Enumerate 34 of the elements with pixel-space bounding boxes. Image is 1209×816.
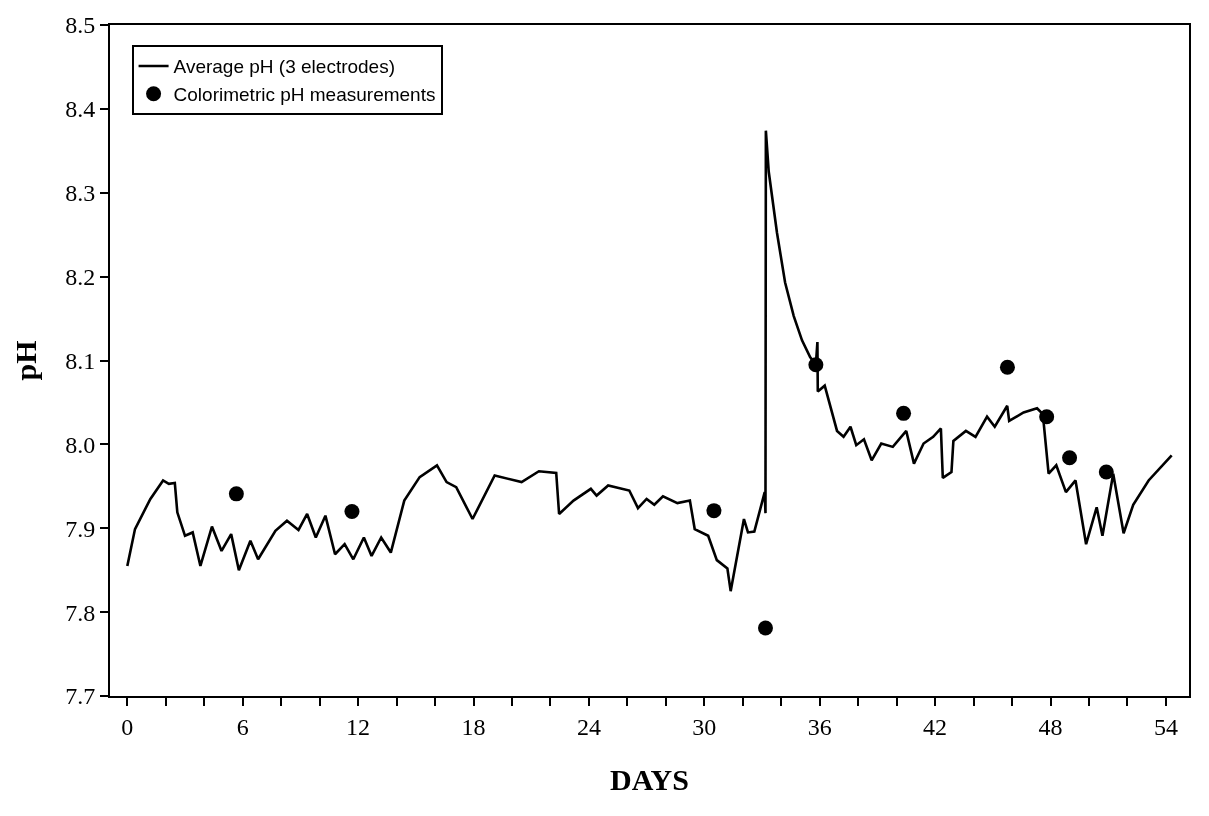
x-tick-label: 42: [923, 713, 948, 740]
y-tick-label: 8.1: [65, 347, 96, 374]
x-tick-label: 48: [1038, 713, 1063, 740]
x-tick-label: 0: [121, 713, 134, 740]
x-tick-label: 30: [692, 713, 717, 740]
x-tick-label: 18: [461, 713, 486, 740]
point: [228, 486, 244, 502]
x-tick-label: 6: [236, 713, 249, 740]
y-tick-label: 8.0: [65, 431, 96, 458]
y-tick-label: 8.4: [65, 96, 96, 123]
point: [1039, 409, 1055, 425]
x-tick-label: 24: [576, 713, 601, 740]
point: [757, 620, 773, 636]
y-tick-label: 8.2: [65, 264, 96, 291]
x-tick-label: 12: [346, 713, 371, 740]
y-tick-label: 7.8: [65, 599, 96, 626]
y-tick-label: 7.9: [65, 515, 96, 542]
point: [1062, 450, 1078, 466]
point: [999, 359, 1015, 375]
y-tick-label: 8.3: [65, 180, 96, 207]
x-tick-label: 54: [1153, 713, 1178, 740]
point: [706, 503, 722, 519]
point: [896, 405, 912, 421]
y-tick-label: 7.7: [65, 683, 96, 710]
x-tick-label: 36: [807, 713, 832, 740]
point: [344, 503, 360, 519]
point: [1098, 464, 1114, 480]
y-axis-title: pH: [8, 340, 42, 381]
point: [808, 357, 824, 373]
legend-label: Colorimetric pH measurements: [173, 84, 436, 106]
legend-label: Average pH (3 electrodes): [173, 56, 396, 78]
y-tick-label: 8.5: [65, 12, 96, 39]
x-axis-title: DAYS: [610, 762, 689, 796]
line-series: [126, 129, 1173, 593]
